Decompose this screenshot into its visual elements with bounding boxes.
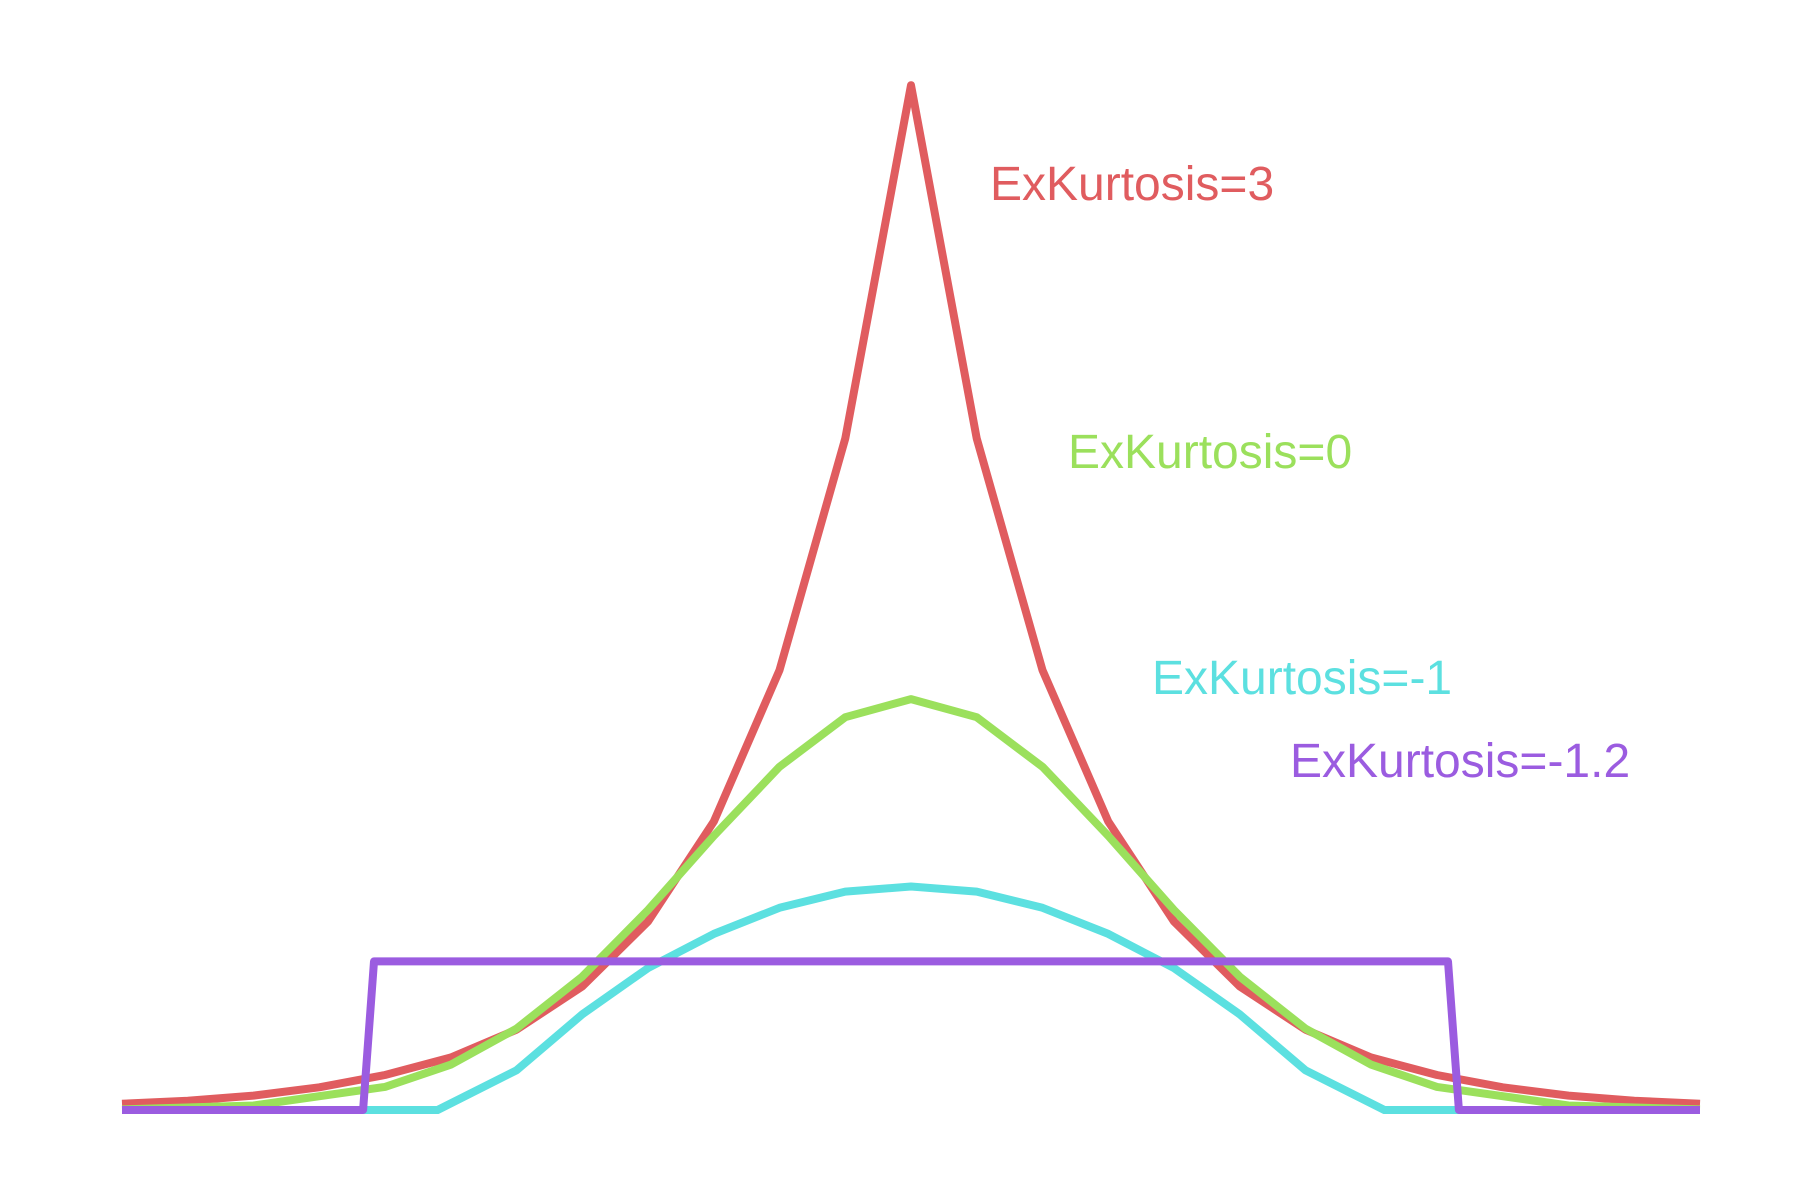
series-line-exkurtosis-0 (121, 695, 1701, 1114)
series-label-exkurtosis-minus-1: ExKurtosis=-1 (1152, 652, 1452, 705)
series-label-exkurtosis-0: ExKurtosis=0 (1068, 426, 1352, 479)
series-group (121, 81, 1701, 1114)
series-line-exkurtosis-1-2 (122, 957, 1700, 1114)
series-line-exkurtosis-3 (121, 81, 1701, 1108)
series-label-exkurtosis-minus-1-2: ExKurtosis=-1.2 (1290, 735, 1630, 788)
legend-labels: ExKurtosis=3 ExKurtosis=0 ExKurtosis=-1 … (990, 158, 1630, 788)
series-label-exkurtosis-3: ExKurtosis=3 (990, 158, 1274, 211)
series-line-exkurtosis-1 (122, 882, 1700, 1114)
